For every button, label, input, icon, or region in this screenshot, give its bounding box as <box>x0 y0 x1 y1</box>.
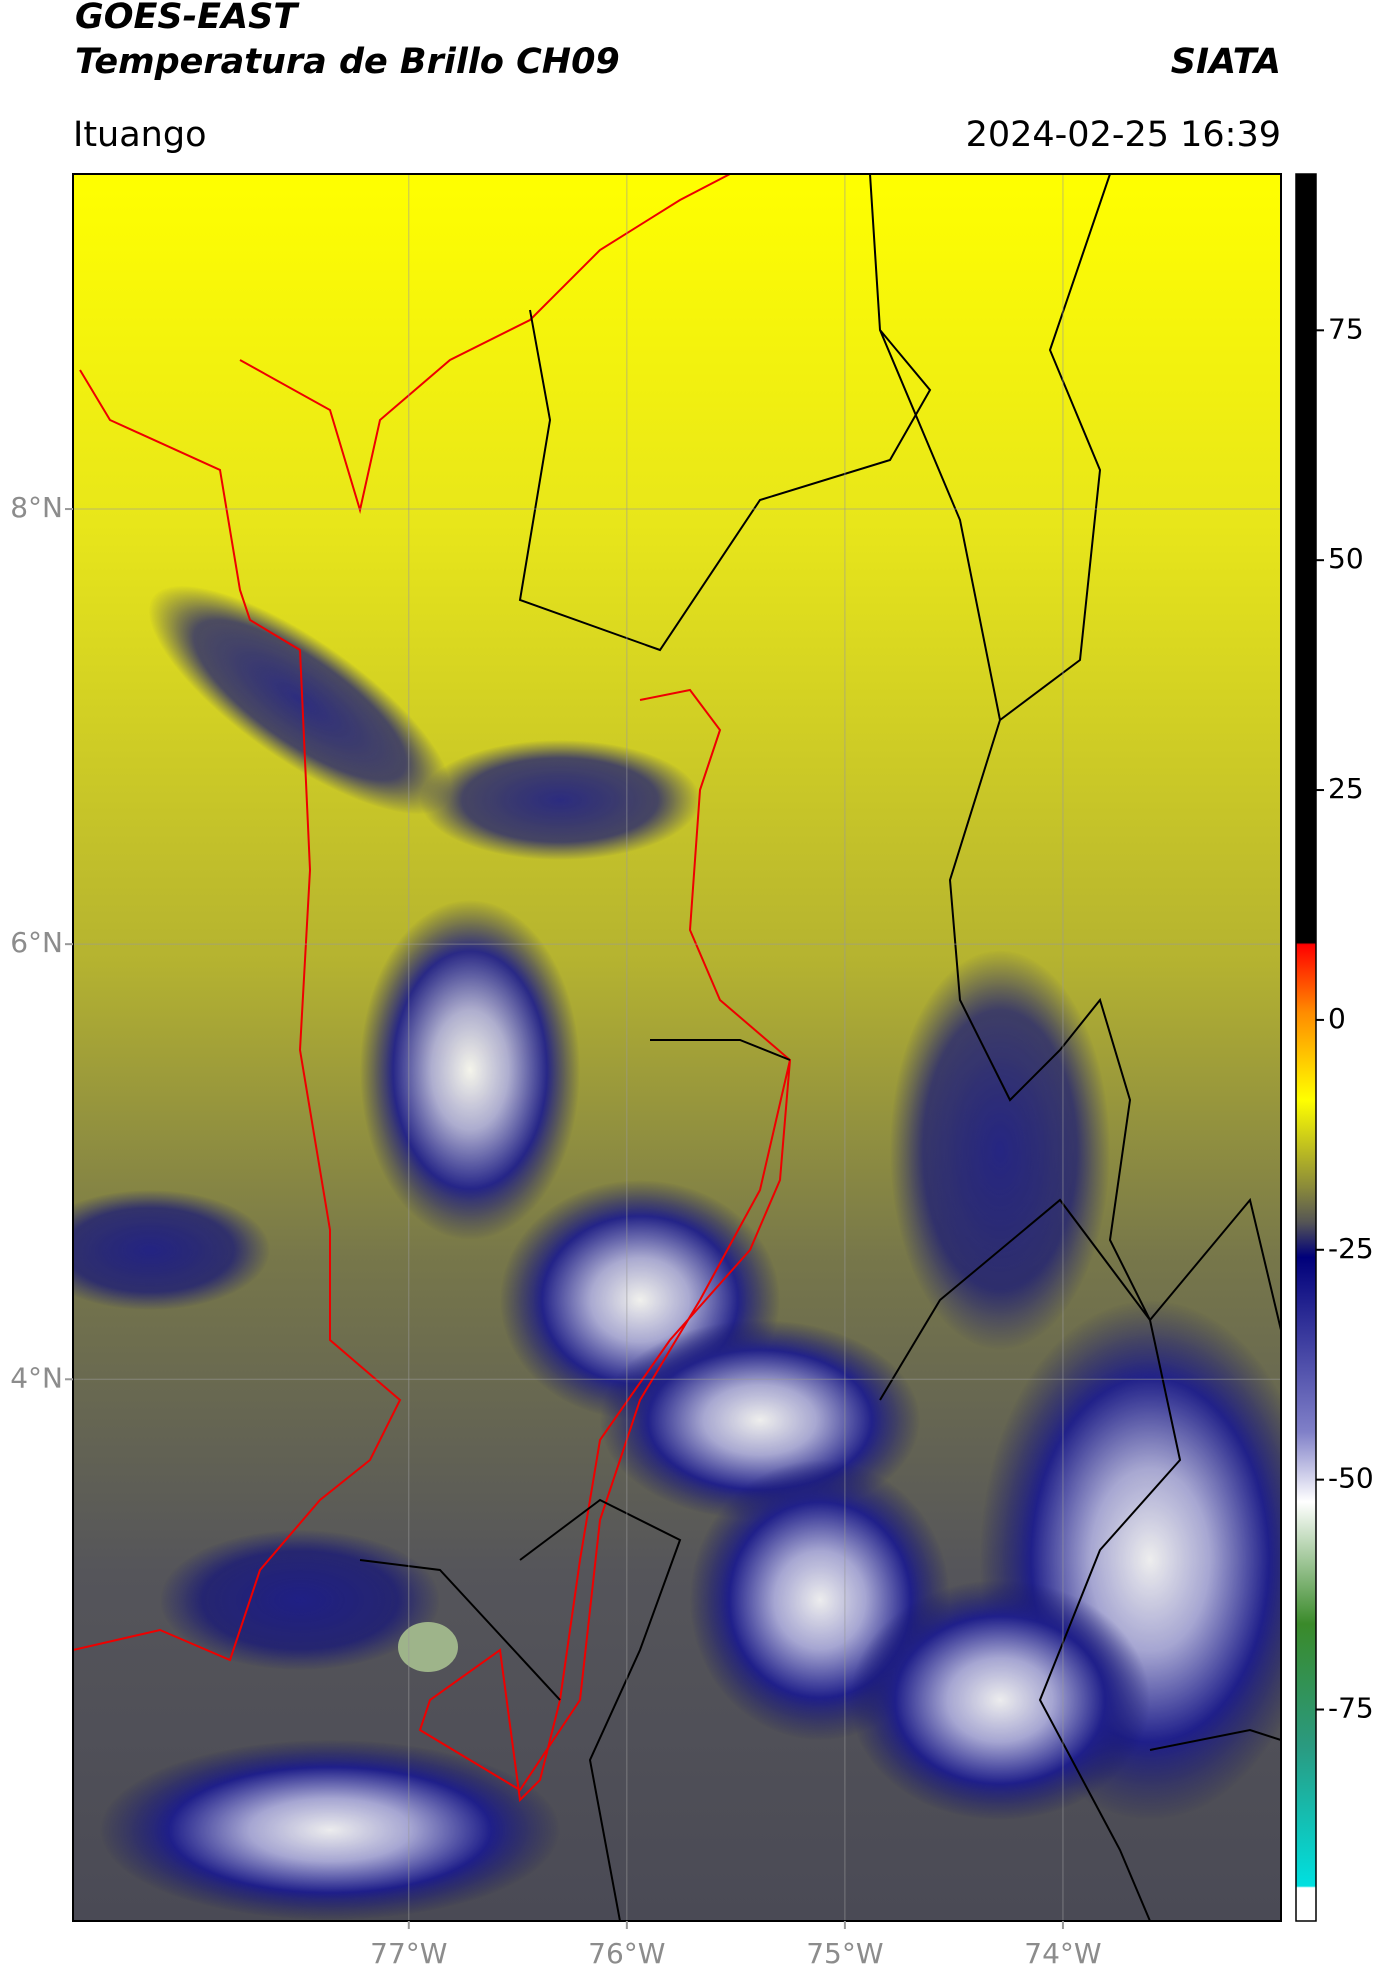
colorbar-label: -25 <box>1328 1232 1374 1265</box>
lat-label: 6°N <box>10 926 63 959</box>
subtitle: Temperatura de Brillo CH09 <box>75 42 620 82</box>
datetime: 2024-02-25 16:39 <box>966 115 1281 155</box>
lon-label: 75°W <box>806 1937 883 1970</box>
grid <box>73 174 1281 1921</box>
colorbar-label: 50 <box>1328 542 1364 575</box>
satellite-image <box>73 174 1281 1921</box>
lon-label: 74°W <box>1024 1937 1101 1970</box>
colorbar-label: -50 <box>1328 1462 1374 1495</box>
lon-label: 76°W <box>588 1937 665 1970</box>
lon-label: 77°W <box>370 1937 447 1970</box>
colorbar <box>1295 173 1317 1922</box>
brand: SIATA <box>1171 42 1281 82</box>
location: Ituango <box>73 115 207 155</box>
colorbar-label: -75 <box>1328 1692 1374 1725</box>
colorbar-label: 25 <box>1328 772 1364 805</box>
lat-label: 4°N <box>10 1361 63 1394</box>
colorbar-label: 75 <box>1328 312 1364 345</box>
lat-label: 8°N <box>10 491 63 524</box>
map-frame <box>72 173 1282 1922</box>
title: GOES-EAST <box>75 0 300 37</box>
colorbar-label: 0 <box>1328 1002 1346 1035</box>
